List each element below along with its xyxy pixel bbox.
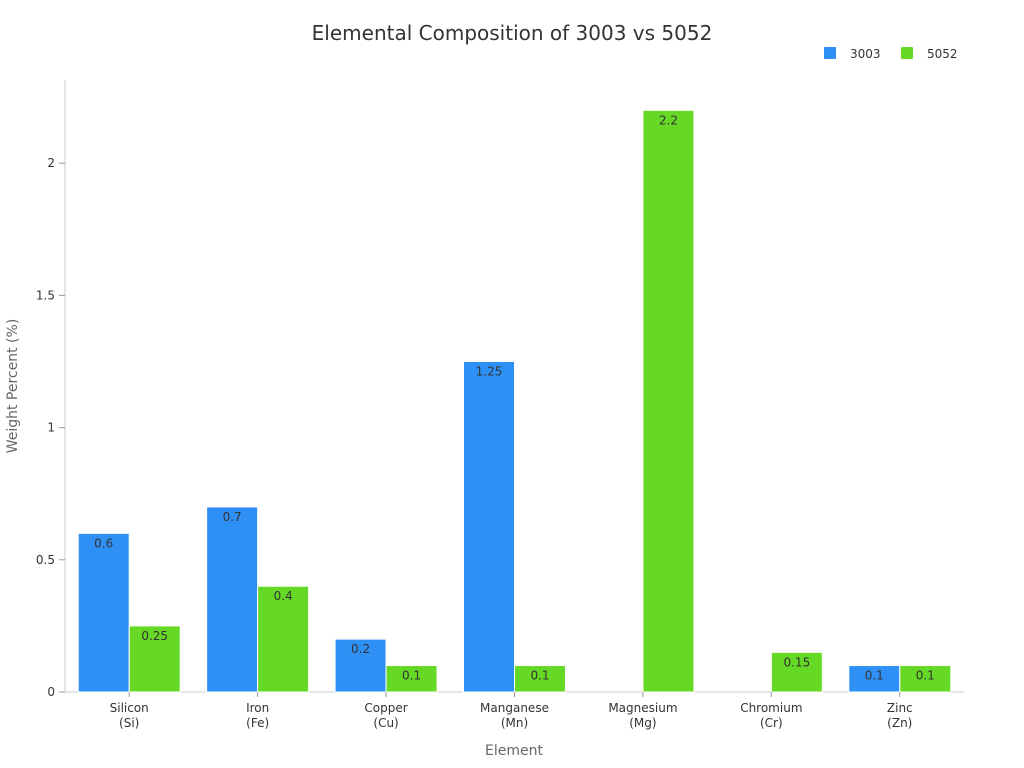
bar-5052-cr [770, 651, 823, 693]
bar-value-label: 0.1 [402, 669, 421, 683]
x-tick-symbol: (Zn) [887, 716, 912, 730]
bar-value-label: 0.25 [141, 629, 168, 643]
bars: 0.6 0.25 0.7 0.4 0.2 0.1 1.25 0.1 2.2 0.15 0.1 0.1 [77, 109, 952, 693]
x-tick-label: Magnesium [608, 701, 677, 715]
x-tick-label: Chromium [740, 701, 802, 715]
y-tick-label: 0 [47, 685, 55, 699]
x-tick-symbol: (Fe) [246, 716, 269, 730]
bar-5052-si [128, 625, 181, 693]
legend: 3003 5052 [824, 47, 958, 61]
bar-value-label: 0.6 [94, 536, 113, 550]
y-tick-label: 0.5 [36, 553, 55, 567]
y-tick-label: 2 [47, 156, 55, 170]
bar-3003-mn [463, 361, 515, 693]
y-tick-label: 1 [47, 421, 55, 435]
y-ticks: 0 0.5 1 1.5 2 [36, 156, 65, 699]
legend-swatch-3003 [824, 47, 836, 59]
y-tick-label: 1.5 [36, 288, 55, 302]
bar-value-label: 0.4 [274, 589, 293, 603]
x-tick-symbol: (Cu) [373, 716, 398, 730]
x-tick-symbol: (Mg) [629, 716, 656, 730]
bar-value-label: 0.2 [351, 642, 370, 656]
x-tick-label: Zinc [887, 701, 913, 715]
x-tick-symbol: (Mn) [501, 716, 528, 730]
bar-3003-si [77, 532, 130, 693]
legend-label-5052: 5052 [927, 47, 958, 61]
x-tick-label: Iron [246, 701, 269, 715]
bar-5052-zn [899, 665, 952, 693]
legend-label-3003: 3003 [850, 47, 881, 61]
bar-5052-cu [385, 665, 438, 693]
bar-5052-mn [514, 665, 566, 693]
x-tick-symbol: (Cr) [760, 716, 783, 730]
x-tick-label: Copper [364, 701, 407, 715]
bar-value-label: 2.2 [659, 113, 678, 127]
bar-value-label: 1.25 [476, 365, 503, 379]
x-ticks: Silicon(Si)Iron(Fe)Copper(Cu)Manganese(M… [110, 692, 913, 730]
y-axis-title: Weight Percent (%) [5, 319, 21, 454]
bar-value-label: 0.7 [223, 510, 242, 524]
x-tick-symbol: (Si) [119, 716, 139, 730]
x-axis-title: Element [485, 743, 543, 759]
bar-value-label: 0.1 [865, 669, 884, 683]
bar-3003-cu [334, 638, 387, 693]
chart-title: Elemental Composition of 3003 vs 5052 [312, 21, 713, 45]
x-tick-label: Manganese [480, 701, 549, 715]
bar-value-label: 0.15 [783, 655, 810, 669]
legend-swatch-5052 [901, 47, 913, 59]
bar-value-label: 0.1 [916, 669, 935, 683]
bar-5052-fe [257, 585, 310, 693]
bar-value-label: 0.1 [530, 669, 549, 683]
bar-5052-mg [642, 109, 695, 693]
x-tick-label: Silicon [110, 701, 149, 715]
bar-3003-fe [206, 506, 259, 693]
